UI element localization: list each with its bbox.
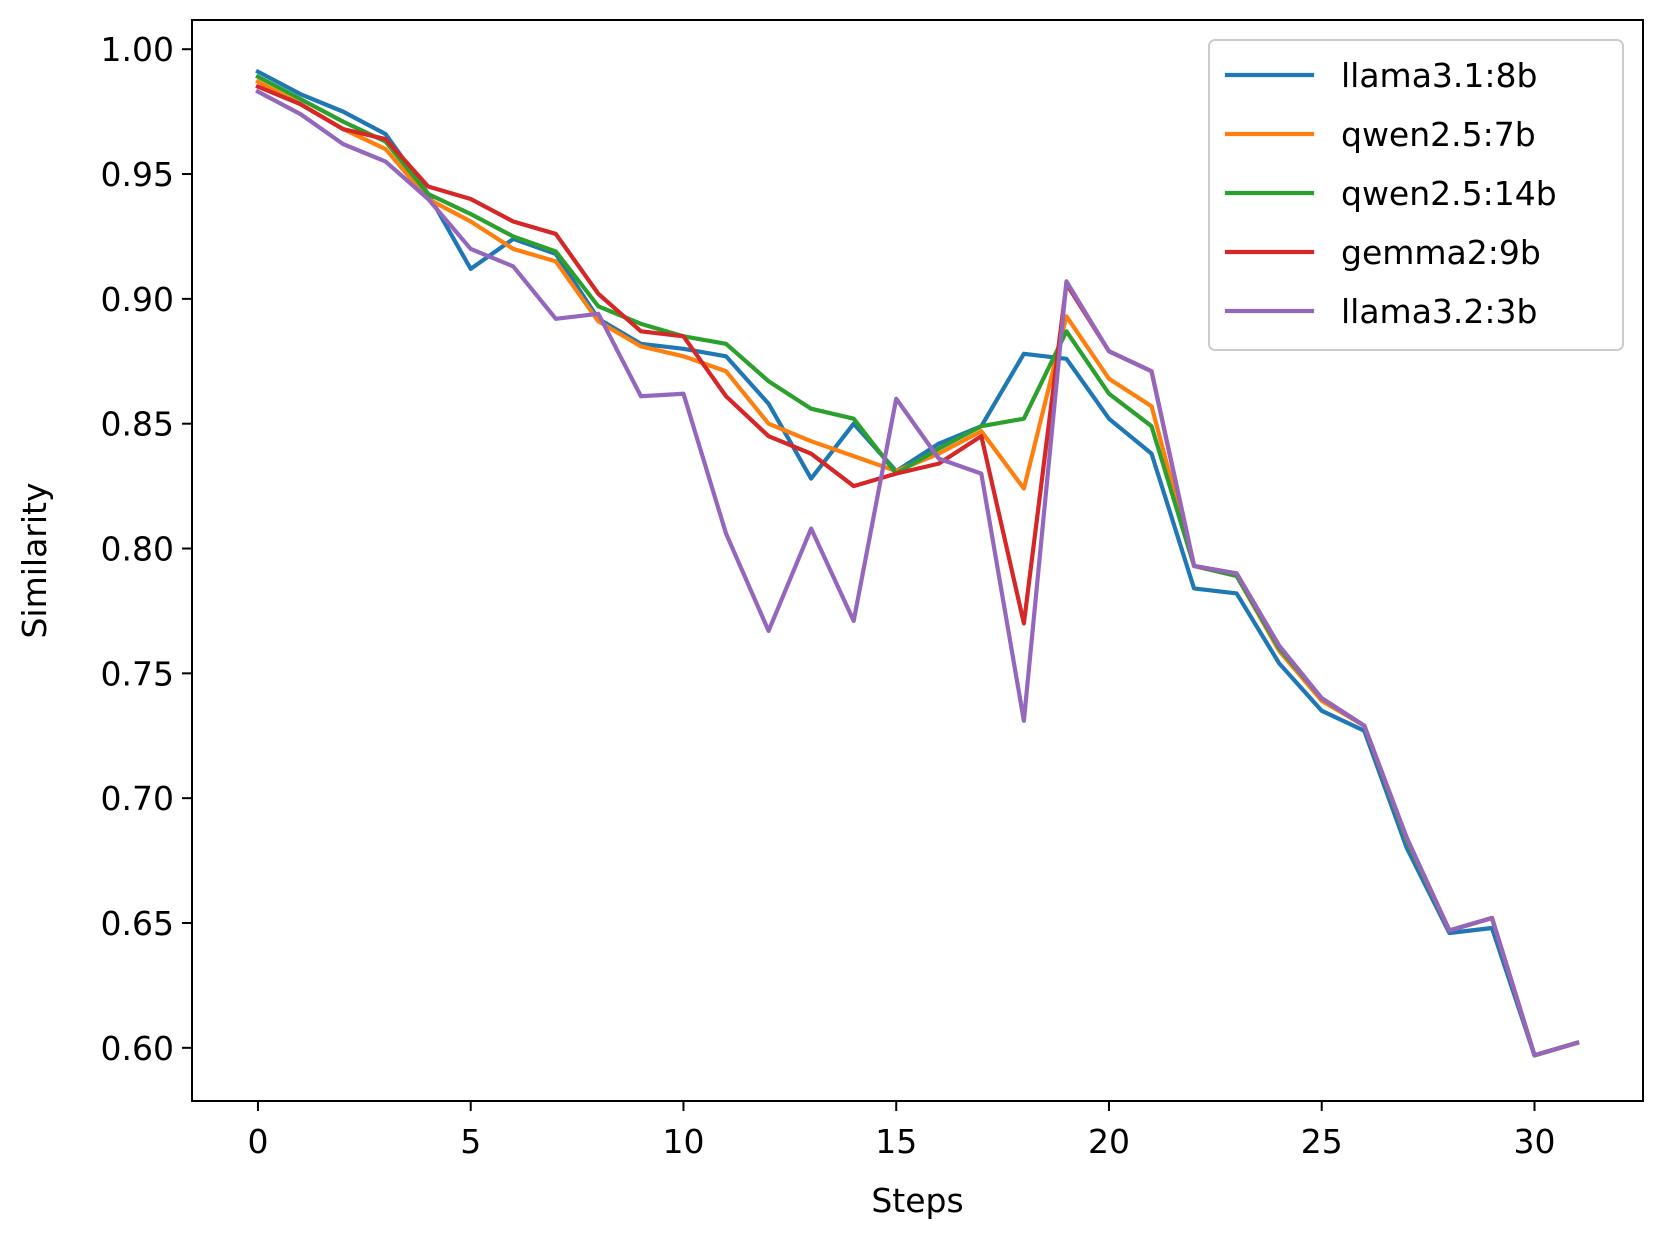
y-tick-label: 0.65 — [101, 904, 174, 943]
plot-frame — [191, 19, 1644, 1102]
series-line-llama3-1-8b — [255, 68, 1580, 1058]
series-line-llama3-2-3b — [255, 88, 1580, 1058]
legend-item: llama3.1:8b — [1224, 56, 1537, 95]
y-tick-label: 0.90 — [101, 280, 174, 319]
legend-item: gemma2:9b — [1224, 233, 1541, 272]
legend-label: qwen2.5:7b — [1341, 115, 1536, 154]
y-tick-label: 1.00 — [101, 30, 174, 69]
x-tick-label: 0 — [247, 1122, 268, 1161]
y-tick-label: 0.80 — [101, 530, 174, 569]
legend-item: qwen2.5:14b — [1224, 174, 1557, 213]
x-axis-label: Steps — [871, 1181, 963, 1220]
legend-item: llama3.2:3b — [1224, 292, 1537, 331]
legend-label: gemma2:9b — [1341, 233, 1541, 272]
y-axis-ticks: 0.60 0.65 0.70 0.75 0.80 0.85 0.90 0.95 1.00 — [101, 30, 192, 1068]
y-tick-label: 0.95 — [101, 155, 174, 194]
series-layer — [255, 68, 1580, 1058]
legend-label: llama3.1:8b — [1341, 56, 1537, 95]
y-tick-label: 0.60 — [101, 1029, 174, 1068]
legend-items: llama3.1:8b qwen2.5:7b qwen2.5:14b gemma2:9… — [1224, 56, 1557, 331]
x-tick-label: 30 — [1513, 1122, 1555, 1161]
legend: llama3.1:8b qwen2.5:7b qwen2.5:14b gemma2:9… — [1208, 39, 1624, 351]
x-tick-label: 5 — [460, 1122, 481, 1161]
x-tick-label: 25 — [1301, 1122, 1343, 1161]
legend-label: llama3.2:3b — [1341, 292, 1537, 331]
legend-box — [1208, 39, 1624, 351]
x-tick-label: 15 — [875, 1122, 917, 1161]
y-tick-label: 0.75 — [101, 654, 174, 693]
x-tick-label: 20 — [1088, 1122, 1130, 1161]
y-tick-label: 0.70 — [101, 779, 174, 818]
y-tick-label: 0.85 — [101, 405, 174, 444]
legend-label: qwen2.5:14b — [1341, 174, 1557, 213]
y-axis-label: Similarity — [15, 482, 54, 638]
x-tick-label: 10 — [662, 1122, 704, 1161]
x-axis-ticks: 0 5 10 15 20 25 30 — [247, 1101, 1555, 1161]
legend-item: qwen2.5:7b — [1224, 115, 1536, 154]
